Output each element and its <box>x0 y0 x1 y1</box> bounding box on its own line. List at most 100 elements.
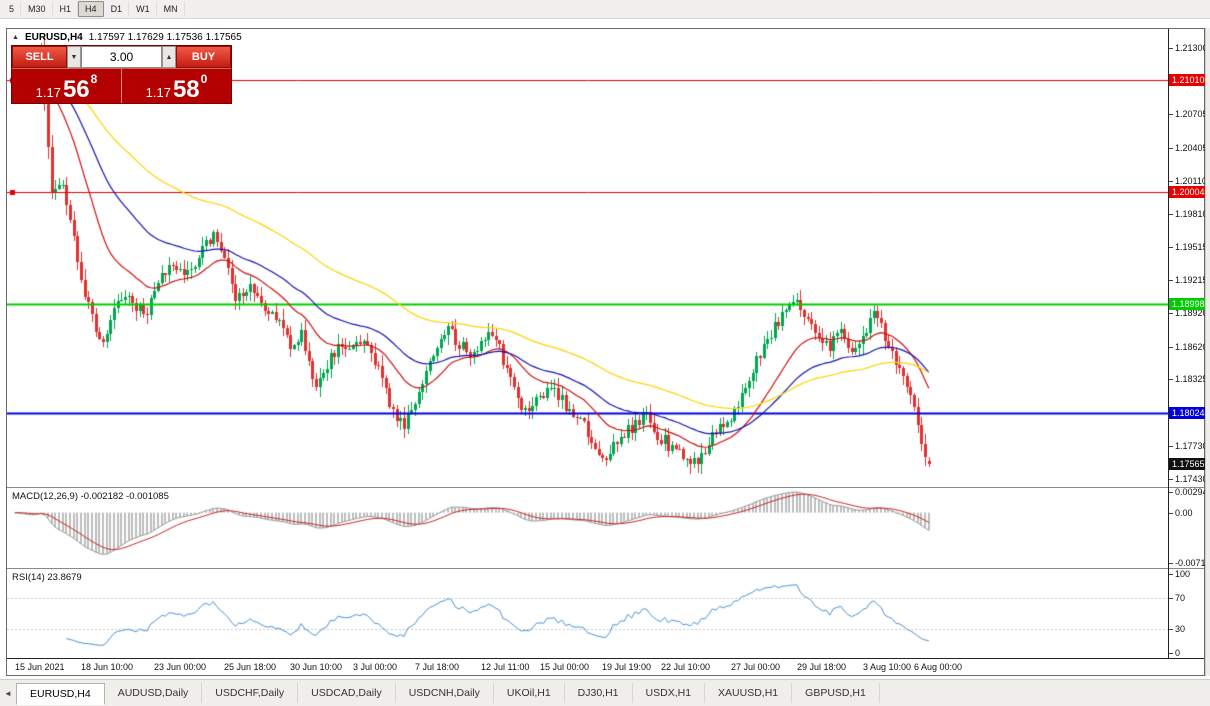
period-button-5[interactable]: 5 <box>2 1 22 17</box>
price-axis-label: 0.002947 <box>1175 486 1210 497</box>
tab-usdx-h1[interactable]: USDX,H1 <box>633 683 706 703</box>
tab-usdchf-daily[interactable]: USDCHF,Daily <box>202 683 299 703</box>
time-axis-label: 6 Aug 00:00 <box>914 662 963 672</box>
axis-tick-mark <box>1169 513 1173 514</box>
axis-tick-mark <box>1169 598 1173 599</box>
vertical-scrollbar[interactable] <box>1205 28 1210 676</box>
ask-price[interactable]: 1.17 58 0 <box>121 69 231 103</box>
axis-tick-mark <box>1169 379 1173 380</box>
price-axis-label: -0.007151 <box>1175 558 1210 569</box>
time-axis-label: 15 Jul 00:00 <box>540 662 590 672</box>
price-line-label: 1.18998 <box>1169 298 1208 311</box>
macd-panel-canvas[interactable] <box>7 488 1168 568</box>
period-button-h1[interactable]: H1 <box>53 1 79 17</box>
bid-ask-row: 1.17 56 8 1.17 58 0 <box>12 68 231 103</box>
price-line-label: 1.20004 <box>1169 186 1208 199</box>
axis-tick-mark <box>1169 563 1173 564</box>
time-axis-label: 25 Jun 18:00 <box>224 662 277 672</box>
price-axis-label: 70 <box>1175 592 1186 603</box>
rsi-indicator-label: RSI(14) 23.8679 <box>12 572 82 583</box>
axis-tick-mark <box>1169 574 1173 575</box>
period-button-d1[interactable]: D1 <box>104 1 130 17</box>
axis-tick-mark <box>1169 492 1173 493</box>
price-axis-label: 1.20110 <box>1175 175 1207 186</box>
tab-ukoil-h1[interactable]: UKOil,H1 <box>494 683 565 703</box>
tab-usdcnh-daily[interactable]: USDCNH,Daily <box>396 683 494 703</box>
chart-title: ▲ EURUSD,H4 1.17597 1.17629 1.17536 1.17… <box>12 32 242 43</box>
price-axis-label: 1.19215 <box>1175 275 1208 286</box>
axis-tick-mark <box>1169 48 1173 49</box>
axis-tick-mark <box>1169 181 1173 182</box>
main-chart-canvas[interactable] <box>7 29 1168 487</box>
price-axis-label: 30 <box>1175 624 1186 635</box>
chart-ohlc-values: 1.17597 1.17629 1.17536 1.17565 <box>88 32 242 43</box>
time-axis-label: 30 Jun 10:00 <box>290 662 343 672</box>
price-axis-label: 1.18620 <box>1175 341 1208 352</box>
period-button-mn[interactable]: MN <box>157 1 185 17</box>
price-axis-label: 1.17730 <box>1175 440 1208 451</box>
bid-big-digits: 56 <box>62 76 90 104</box>
price-axis-label: 0 <box>1175 648 1181 658</box>
sell-button[interactable]: SELL <box>12 46 67 68</box>
macd-indicator-label: MACD(12,26,9) -0.002182 -0.001085 <box>12 491 169 502</box>
price-axis-label: 0.00 <box>1175 507 1193 518</box>
period-button-h4[interactable]: H4 <box>78 1 104 17</box>
buy-button[interactable]: BUY <box>176 46 231 68</box>
chart-window: ▲ EURUSD,H4 1.17597 1.17629 1.17536 1.17… <box>6 28 1210 676</box>
volume-decrease-button[interactable]: ▼ <box>67 46 81 68</box>
chart-symbol-period: EURUSD,H4 <box>24 32 83 43</box>
tab-dj30-h1[interactable]: DJ30,H1 <box>565 683 633 703</box>
panel-separator[interactable] <box>7 568 1204 569</box>
time-axis-label: 18 Jun 10:00 <box>81 662 134 672</box>
axis-tick-mark <box>1169 479 1173 480</box>
bid-price[interactable]: 1.17 56 8 <box>12 69 121 103</box>
volume-increase-button[interactable]: ▲ <box>162 46 176 68</box>
axis-tick-mark <box>1169 629 1173 630</box>
volume-input[interactable] <box>81 46 162 68</box>
time-axis-label: 23 Jun 00:00 <box>154 662 207 672</box>
axis-tick-mark <box>1169 347 1173 348</box>
tab-usdcad-daily[interactable]: USDCAD,Daily <box>298 683 396 703</box>
time-axis[interactable]: 15 Jun 2021 18 Jun 10:00 23 Jun 00:00 25 Ju… <box>7 659 1168 675</box>
tab-gbpusd-h1[interactable]: GBPUSD,H1 <box>792 683 880 703</box>
price-axis-label: 1.18920 <box>1175 308 1208 319</box>
price-axis-label: 1.20405 <box>1175 142 1208 153</box>
price-axis-label: 1.20705 <box>1175 109 1208 120</box>
price-line-label: 1.18024 <box>1169 407 1208 419</box>
price-axis-label: 100 <box>1175 569 1191 579</box>
price-axis-label: 1.18325 <box>1175 374 1208 385</box>
period-button-w1[interactable]: W1 <box>129 1 157 17</box>
time-axis-line <box>7 658 1204 659</box>
ask-big-digits: 58 <box>172 76 200 104</box>
tab-eurusd-h4[interactable]: EURUSD,H4 <box>16 683 105 705</box>
ask-prefix: 1.17 <box>145 84 171 100</box>
tab-audusd-daily[interactable]: AUDUSD,Daily <box>105 683 203 703</box>
price-line-label: 1.21010 <box>1169 74 1208 87</box>
time-axis-label: 3 Jul 00:00 <box>353 662 398 672</box>
time-axis-label: 29 Jul 18:00 <box>797 662 847 672</box>
axis-tick-mark <box>1169 446 1173 447</box>
ask-pip-digit: 0 <box>200 72 208 86</box>
time-axis-label: 15 Jun 2021 <box>15 662 65 672</box>
tab-scroll-left-button[interactable]: ◄ <box>4 688 12 698</box>
axis-tick-mark <box>1169 148 1173 149</box>
bid-prefix: 1.17 <box>35 84 61 100</box>
axis-tick-mark <box>1169 214 1173 215</box>
price-axis[interactable]: 1.21300 1.20705 1.20405 1.20110 1.19810 1.195… <box>1169 29 1210 658</box>
time-axis-label: 27 Jul 00:00 <box>731 662 781 672</box>
axis-tick-mark <box>1169 280 1173 281</box>
period-button-m30[interactable]: M30 <box>21 1 53 17</box>
axis-tick-mark <box>1169 247 1173 248</box>
axis-tick-mark <box>1169 313 1173 314</box>
trade-controls-row: SELL ▼ ▲ BUY <box>12 46 231 68</box>
time-axis-label: 12 Jul 11:00 <box>481 662 530 672</box>
axis-tick-mark <box>1169 653 1173 654</box>
tab-xauusd-h1[interactable]: XAUUSD,H1 <box>705 683 793 703</box>
panel-separator[interactable] <box>7 487 1204 488</box>
rsi-panel-canvas[interactable] <box>7 569 1168 658</box>
time-axis-label: 3 Aug 10:00 <box>863 662 912 672</box>
axis-tick-mark <box>1169 114 1173 115</box>
price-axis-line <box>1168 29 1169 658</box>
chart-tab-bar: ◄ EURUSD,H4 AUDUSD,Daily USDCHF,Daily USDCA… <box>0 679 1210 706</box>
